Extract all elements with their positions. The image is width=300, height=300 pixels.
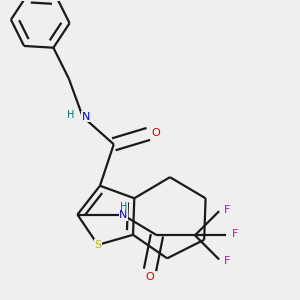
Text: H: H <box>67 110 74 120</box>
Text: N: N <box>82 112 90 122</box>
Text: S: S <box>94 240 101 250</box>
Text: N: N <box>119 210 128 220</box>
Text: O: O <box>146 272 154 282</box>
Text: H: H <box>120 202 128 212</box>
Text: F: F <box>232 229 238 239</box>
Text: F: F <box>224 205 230 215</box>
Text: O: O <box>152 128 160 138</box>
Text: F: F <box>224 256 230 266</box>
